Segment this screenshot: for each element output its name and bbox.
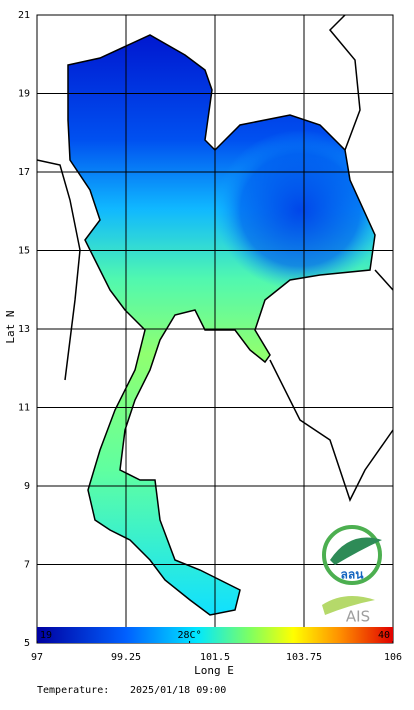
logo-leaf: [330, 537, 382, 565]
logo-swoosh: [322, 596, 375, 615]
x-tick-label: 101.5: [200, 652, 230, 663]
x-tick-label: 106: [384, 652, 402, 663]
logo-tmd: ลลน: [322, 525, 382, 585]
temperature-field: [68, 35, 375, 615]
y-tick-label: 5: [24, 638, 30, 649]
logo-ais: AIS: [322, 596, 375, 626]
x-tick-label: 103.75: [286, 652, 322, 663]
y-tick-label: 19: [18, 89, 30, 100]
y-tick-label: 7: [24, 560, 30, 571]
colorbar-label: 19: [40, 630, 52, 641]
coastline: [36, 159, 81, 381]
y-tick-label: 9: [24, 481, 30, 492]
footer-timestamp: 2025/01/18 09:00: [130, 685, 226, 696]
x-tick-label: 99.25: [111, 652, 141, 663]
temperature-cold-area: [215, 130, 375, 290]
colorbar-label: 40: [378, 630, 390, 641]
coastline: [269, 359, 394, 502]
x-axis-label: Long E: [194, 664, 234, 677]
y-tick-label: 21: [18, 10, 30, 21]
footer-variable: Temperature:: [37, 685, 109, 696]
colorbar: [37, 627, 393, 643]
coastline: [67, 34, 376, 616]
logo-ring: [322, 525, 382, 585]
colorbar-label: 28C°: [178, 630, 202, 641]
logo-text: ลลน: [341, 568, 365, 582]
y-tick-label: 11: [18, 403, 30, 414]
coastline: [328, 14, 361, 151]
y-axis-label: Lat N: [4, 310, 17, 343]
x-tick-label: 97: [31, 652, 43, 663]
y-tick-label: 15: [18, 246, 30, 257]
y-tick-label: 13: [18, 324, 30, 335]
y-tick-label: 17: [18, 167, 30, 178]
coastline: [374, 269, 394, 291]
logo-text: AIS: [346, 608, 370, 626]
